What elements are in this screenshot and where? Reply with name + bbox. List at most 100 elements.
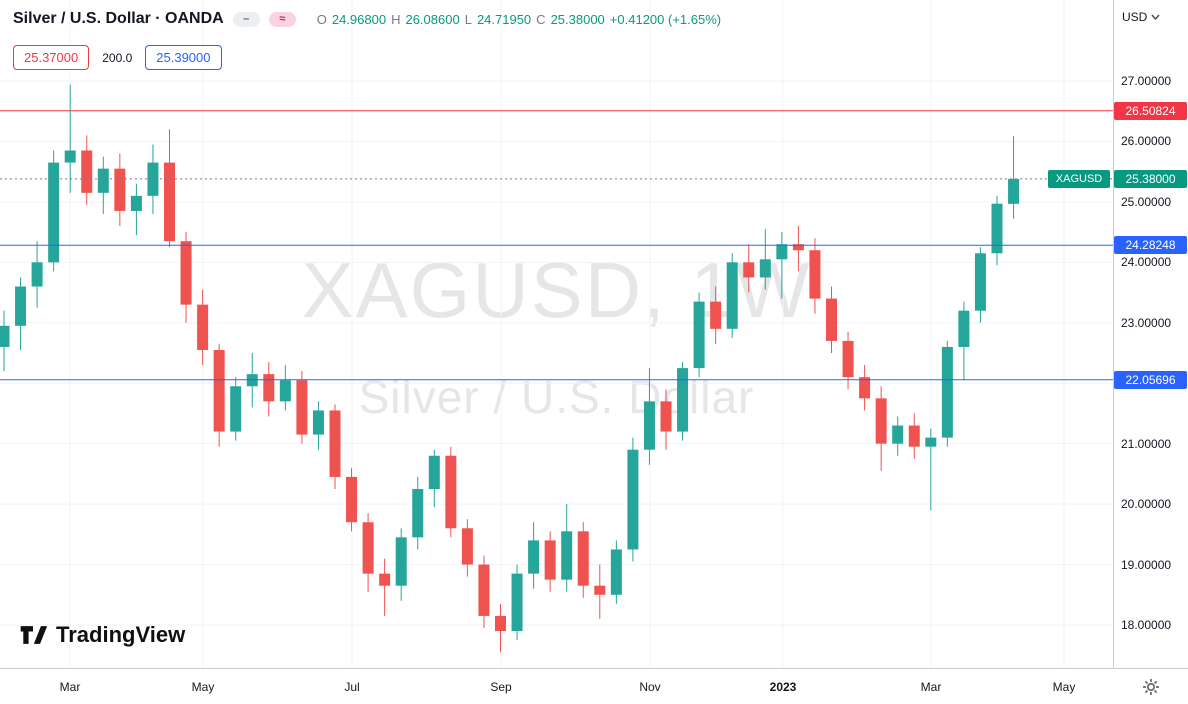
candle	[759, 229, 771, 290]
candle	[792, 226, 804, 272]
candle	[0, 310, 10, 372]
candle	[48, 150, 60, 272]
candle	[312, 401, 324, 450]
price-tick-label: 18.00000	[1121, 617, 1172, 632]
candle	[230, 377, 242, 441]
candle	[710, 286, 722, 344]
currency-selector[interactable]: USD	[1122, 10, 1160, 24]
candle	[859, 365, 871, 411]
candle	[528, 522, 540, 589]
settings-gear-icon[interactable]	[1142, 678, 1160, 701]
time-axis-label: 2023	[769, 680, 797, 694]
price-tick-label: 25.00000	[1121, 194, 1172, 209]
wave-pill-icon[interactable]: ≈	[268, 11, 296, 27]
time-axis[interactable]: Mar May Jul Sep Nov 2023 Mar May	[0, 668, 1188, 704]
time-axis-label: Nov	[639, 680, 661, 694]
resistance-line-price-tag: 26.50824	[1114, 101, 1187, 120]
price-tick-label: 23.00000	[1121, 315, 1172, 330]
candle	[660, 389, 672, 450]
upper-support-line-price-tag: 24.28248	[1114, 236, 1187, 255]
time-axis-label: Jul	[344, 680, 360, 694]
chevron-down-icon	[1151, 14, 1160, 20]
candle	[925, 428, 937, 511]
candle	[627, 437, 639, 562]
candle	[908, 413, 920, 459]
candle	[577, 522, 589, 598]
candle	[428, 449, 440, 508]
candle	[362, 513, 374, 592]
candle	[130, 183, 142, 236]
price-tick-label: 26.00000	[1121, 134, 1172, 149]
low-label: L	[464, 11, 472, 27]
candle	[114, 153, 126, 227]
candlestick-series	[0, 84, 1020, 653]
candle	[561, 504, 573, 592]
candle	[610, 540, 622, 604]
time-axis-label: Mar	[920, 680, 942, 694]
candle	[958, 301, 970, 381]
candle	[974, 247, 986, 323]
candle	[31, 241, 43, 308]
candle	[693, 292, 705, 378]
candle	[279, 365, 291, 411]
change-value: +0.41200 (+1.65%)	[609, 11, 722, 27]
candle	[263, 362, 275, 417]
candle	[97, 156, 109, 214]
tradingview-logo-text: TradingView	[56, 622, 186, 647]
grid-lines	[0, 0, 1113, 668]
candle	[379, 558, 391, 616]
low-value: 24.71950	[476, 11, 532, 27]
buy-button[interactable]: 25.39000	[145, 45, 222, 70]
candle	[743, 244, 755, 293]
tradingview-logo[interactable]: TradingView	[18, 622, 185, 648]
candle	[147, 144, 159, 214]
currency-label: USD	[1122, 10, 1148, 24]
candle	[180, 232, 192, 323]
candle	[395, 528, 407, 601]
high-label: H	[391, 11, 401, 27]
open-label: O	[316, 11, 327, 27]
candle	[81, 135, 93, 205]
price-axis[interactable]: USD 27.00000 26.00000 25.00000 24.00000 23.0…	[1113, 0, 1188, 668]
candle	[412, 476, 424, 550]
candle	[15, 277, 27, 350]
candle	[677, 362, 689, 441]
close-value: 25.38000	[550, 11, 605, 27]
time-axis-label: May	[1052, 680, 1076, 694]
price-tick-label: 27.00000	[1121, 74, 1172, 88]
lower-support-line-price-tag: 22.05696	[1114, 370, 1187, 389]
candle	[1008, 136, 1020, 219]
time-axis-label: Sep	[490, 680, 512, 694]
close-label: C	[536, 11, 546, 27]
price-tick-label: 20.00000	[1121, 497, 1172, 512]
candle	[941, 340, 953, 447]
dash-pill-icon[interactable]: –	[232, 11, 260, 27]
price-tick-label: 21.00000	[1121, 436, 1172, 451]
spread-value: 200.0	[102, 50, 133, 65]
sell-button[interactable]: 25.37000	[13, 45, 90, 70]
candle	[64, 84, 76, 193]
open-value: 24.96800	[331, 11, 387, 27]
ohlc-readout: O 24.96800 H 26.08600 L 24.71950 C 25.38000 …	[317, 12, 721, 27]
candle	[164, 129, 175, 248]
candle	[346, 467, 358, 532]
candle	[594, 564, 606, 619]
time-axis-label: May	[191, 680, 215, 694]
candle	[495, 603, 506, 653]
candle	[197, 289, 209, 366]
chart-canvas[interactable]	[0, 0, 1113, 668]
chart-legend: Silver / U.S. Dollar · OANDA – ≈ O 24.968…	[13, 10, 721, 28]
symbol-price-tag: XAGUSD	[1048, 169, 1110, 188]
high-value: 26.08600	[405, 11, 460, 27]
candle	[809, 238, 821, 314]
current-price-line-price-tag: 25.38000	[1114, 169, 1187, 188]
candle	[445, 446, 457, 538]
candle	[826, 286, 837, 353]
candle	[892, 416, 904, 456]
candle	[776, 232, 788, 299]
candle	[213, 343, 225, 447]
candle	[461, 519, 473, 577]
symbol-title[interactable]: Silver / U.S. Dollar · OANDA	[13, 10, 224, 27]
candle	[726, 253, 738, 338]
